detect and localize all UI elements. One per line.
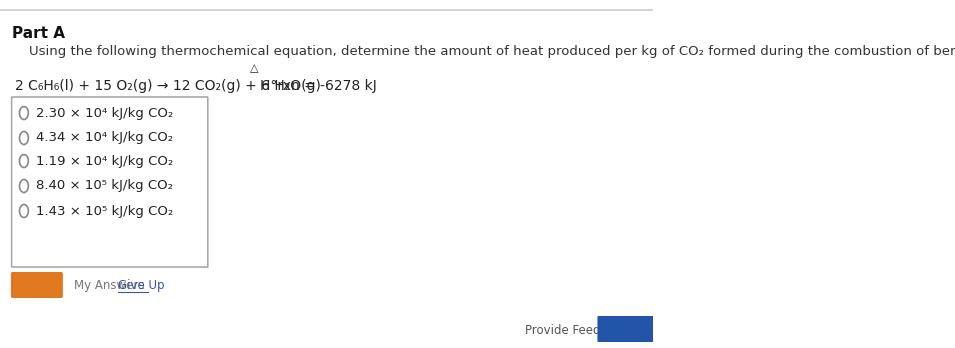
- Text: Give Up: Give Up: [117, 278, 164, 292]
- Text: My Answers: My Answers: [74, 278, 144, 292]
- FancyBboxPatch shape: [11, 97, 208, 267]
- Text: 8.40 × 10⁵ kJ/kg CO₂: 8.40 × 10⁵ kJ/kg CO₂: [35, 180, 173, 192]
- FancyBboxPatch shape: [11, 272, 63, 298]
- Text: Part A: Part A: [12, 26, 65, 41]
- Text: Using the following thermochemical equation, determine the amount of heat produc: Using the following thermochemical equat…: [29, 45, 955, 58]
- Text: Provide Feedback: Provide Feedback: [525, 324, 628, 337]
- Text: 2.30 × 10⁴ kJ/kg CO₂: 2.30 × 10⁴ kJ/kg CO₂: [35, 106, 173, 119]
- Text: Contin: Contin: [603, 323, 648, 335]
- Text: 1.19 × 10⁴ kJ/kg CO₂: 1.19 × 10⁴ kJ/kg CO₂: [35, 155, 173, 167]
- Text: Submit: Submit: [12, 278, 62, 292]
- Text: △: △: [250, 63, 259, 73]
- Text: 4.34 × 10⁴ kJ/kg CO₂: 4.34 × 10⁴ kJ/kg CO₂: [35, 132, 173, 144]
- Text: H°rxn = -6278 kJ: H°rxn = -6278 kJ: [260, 79, 376, 93]
- FancyBboxPatch shape: [598, 316, 653, 342]
- Text: 2 C₆H₆(l) + 15 O₂(g) → 12 CO₂(g) + 6 H₂O(g): 2 C₆H₆(l) + 15 O₂(g) → 12 CO₂(g) + 6 H₂O…: [15, 79, 321, 93]
- Text: 1.43 × 10⁵ kJ/kg CO₂: 1.43 × 10⁵ kJ/kg CO₂: [35, 205, 173, 218]
